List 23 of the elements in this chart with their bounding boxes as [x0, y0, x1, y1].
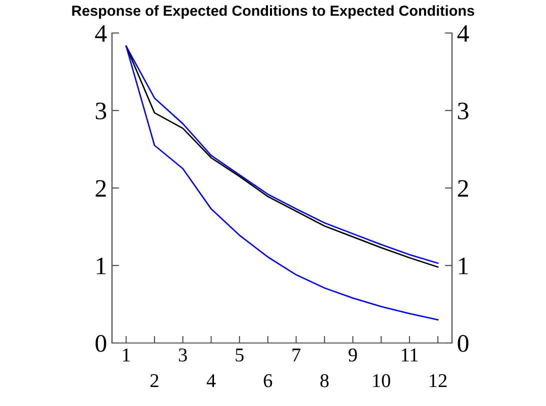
- x2-tick-label: 6: [264, 374, 272, 388]
- x-tick-label: 5: [236, 348, 244, 362]
- x-tick-label: 3: [178, 348, 187, 362]
- y2-tick-label: 3: [458, 102, 468, 120]
- x2-tick-label: 12: [430, 374, 446, 388]
- y2-tick-label: 4: [457, 25, 469, 42]
- chart-title: Response of Expected Conditions to Expected Conditions: [72, 5, 474, 19]
- x2-tick-label: 2: [150, 374, 158, 388]
- y2-tick-label: 0: [458, 335, 468, 352]
- y-tick-label: 3: [96, 102, 106, 120]
- y2-tick-label: 2: [458, 180, 468, 197]
- y-tick-label: 4: [95, 25, 107, 42]
- y-tick-label: 1: [96, 258, 106, 274]
- x2-tick-label: 10: [373, 374, 390, 388]
- x2-tick-label: 8: [320, 374, 329, 388]
- y2-tick-label: 1: [459, 258, 468, 274]
- x-tick-label: 11: [402, 348, 418, 362]
- x-tick-label: 7: [292, 348, 300, 362]
- y-tick-label: 2: [96, 180, 106, 197]
- y-tick-label: 0: [96, 335, 106, 352]
- x-tick-label: 1: [123, 348, 130, 362]
- x-tick-label: 9: [348, 348, 357, 362]
- x2-tick-label: 4: [206, 374, 216, 388]
